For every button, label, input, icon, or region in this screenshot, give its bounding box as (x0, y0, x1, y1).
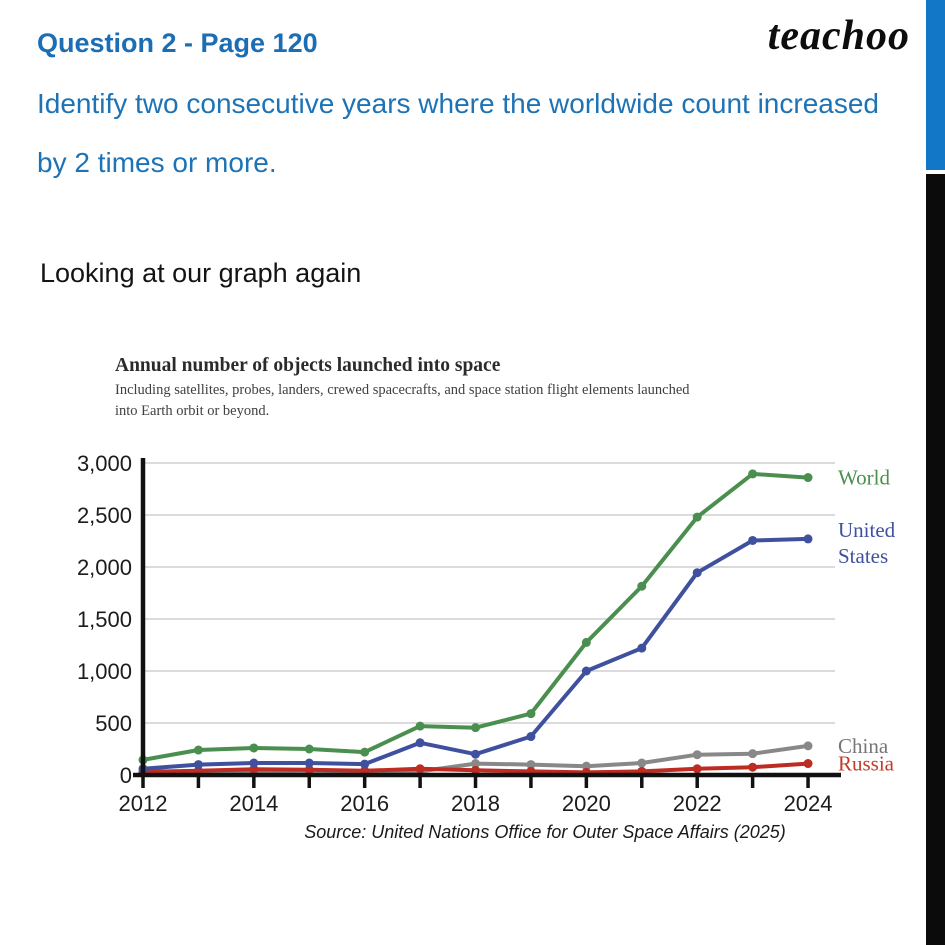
data-point-world (193, 745, 203, 755)
x-tick-label: 2012 (119, 791, 168, 816)
data-point-russia (692, 764, 702, 774)
data-point-russia (304, 765, 314, 775)
data-point-russia (249, 764, 259, 774)
data-point-china (692, 750, 702, 760)
legend-label-china: China (838, 734, 889, 758)
edge-accent-bar-black (926, 174, 945, 945)
data-point-world (692, 512, 702, 522)
y-tick-label: 1,500 (77, 607, 132, 632)
chart-title: Annual number of objects launched into s… (115, 355, 501, 376)
y-tick-label: 0 (120, 763, 132, 788)
data-point-china (581, 761, 591, 771)
data-point-united-states (692, 568, 702, 578)
x-tick-label: 2020 (562, 791, 611, 816)
series-line-united-states (141, 536, 810, 771)
data-point-world (803, 473, 813, 483)
data-point-united-states (415, 738, 425, 748)
data-point-russia (803, 759, 813, 769)
graph-note: Looking at our graph again (40, 258, 362, 288)
data-point-world (304, 744, 314, 754)
series-line-world (141, 471, 810, 762)
data-point-world (415, 721, 425, 731)
data-point-china (748, 749, 758, 759)
question-text-line1: Identify two consecutive years where the… (37, 88, 879, 119)
x-tick-label: 2024 (784, 791, 833, 816)
y-tick-label: 3,000 (77, 451, 132, 476)
x-tick-label: 2022 (673, 791, 722, 816)
legend-label-world: World (838, 466, 890, 490)
data-point-russia (471, 765, 481, 775)
data-point-united-states (748, 535, 758, 545)
y-tick-label: 500 (95, 711, 132, 736)
data-point-united-states (360, 759, 370, 769)
data-point-russia (415, 764, 425, 774)
grid-layer (143, 462, 835, 724)
teachoo-logo: teachoo (767, 13, 910, 59)
data-point-united-states (637, 643, 647, 653)
data-point-united-states (193, 760, 203, 770)
y-tick-label: 1,000 (77, 659, 132, 684)
chart-subtitle-line2: into Earth orbit or beyond. (115, 403, 269, 419)
axis-label-layer: 0 500 1,000 1,500 2,000 2,500 3,000 2012 2014 201… (77, 451, 833, 816)
line-chart: Annual number of objects launched into s… (77, 355, 896, 842)
data-point-world (471, 723, 481, 733)
question-text-line2: by 2 times or more. (37, 147, 277, 178)
chart-source: Source: United Nations Office for Outer … (304, 822, 786, 842)
legend-label-united-states: States (838, 544, 888, 568)
series-layer (138, 469, 813, 777)
data-point-china (471, 759, 481, 769)
data-point-world (748, 469, 758, 479)
chart-subtitle-line1: Including satellites, probes, landers, c… (115, 382, 690, 398)
data-point-world (249, 743, 259, 753)
data-point-world (637, 581, 647, 591)
data-point-china (637, 758, 647, 768)
data-point-world (526, 709, 536, 719)
y-tick-label: 2,000 (77, 555, 132, 580)
y-tick-label: 2,500 (77, 503, 132, 528)
data-point-china (526, 760, 536, 770)
legend-label-russia: Russia (838, 752, 895, 776)
data-point-united-states (803, 534, 813, 544)
x-tick-label: 2016 (340, 791, 389, 816)
page-title: Question 2 - Page 120 (37, 28, 318, 58)
axis-layer (133, 458, 841, 788)
data-point-united-states (304, 758, 314, 768)
x-tick-label: 2014 (229, 791, 278, 816)
data-point-china (803, 741, 813, 751)
data-point-world (581, 637, 591, 647)
data-point-united-states (249, 758, 259, 768)
data-point-russia (748, 762, 758, 772)
x-tick-label: 2018 (451, 791, 500, 816)
data-point-world (360, 747, 370, 757)
data-point-united-states (526, 732, 536, 742)
data-point-united-states (471, 749, 481, 759)
legend-label-united-states: United (838, 518, 896, 542)
edge-accent-bar-blue (926, 0, 945, 170)
data-point-united-states (581, 666, 591, 676)
